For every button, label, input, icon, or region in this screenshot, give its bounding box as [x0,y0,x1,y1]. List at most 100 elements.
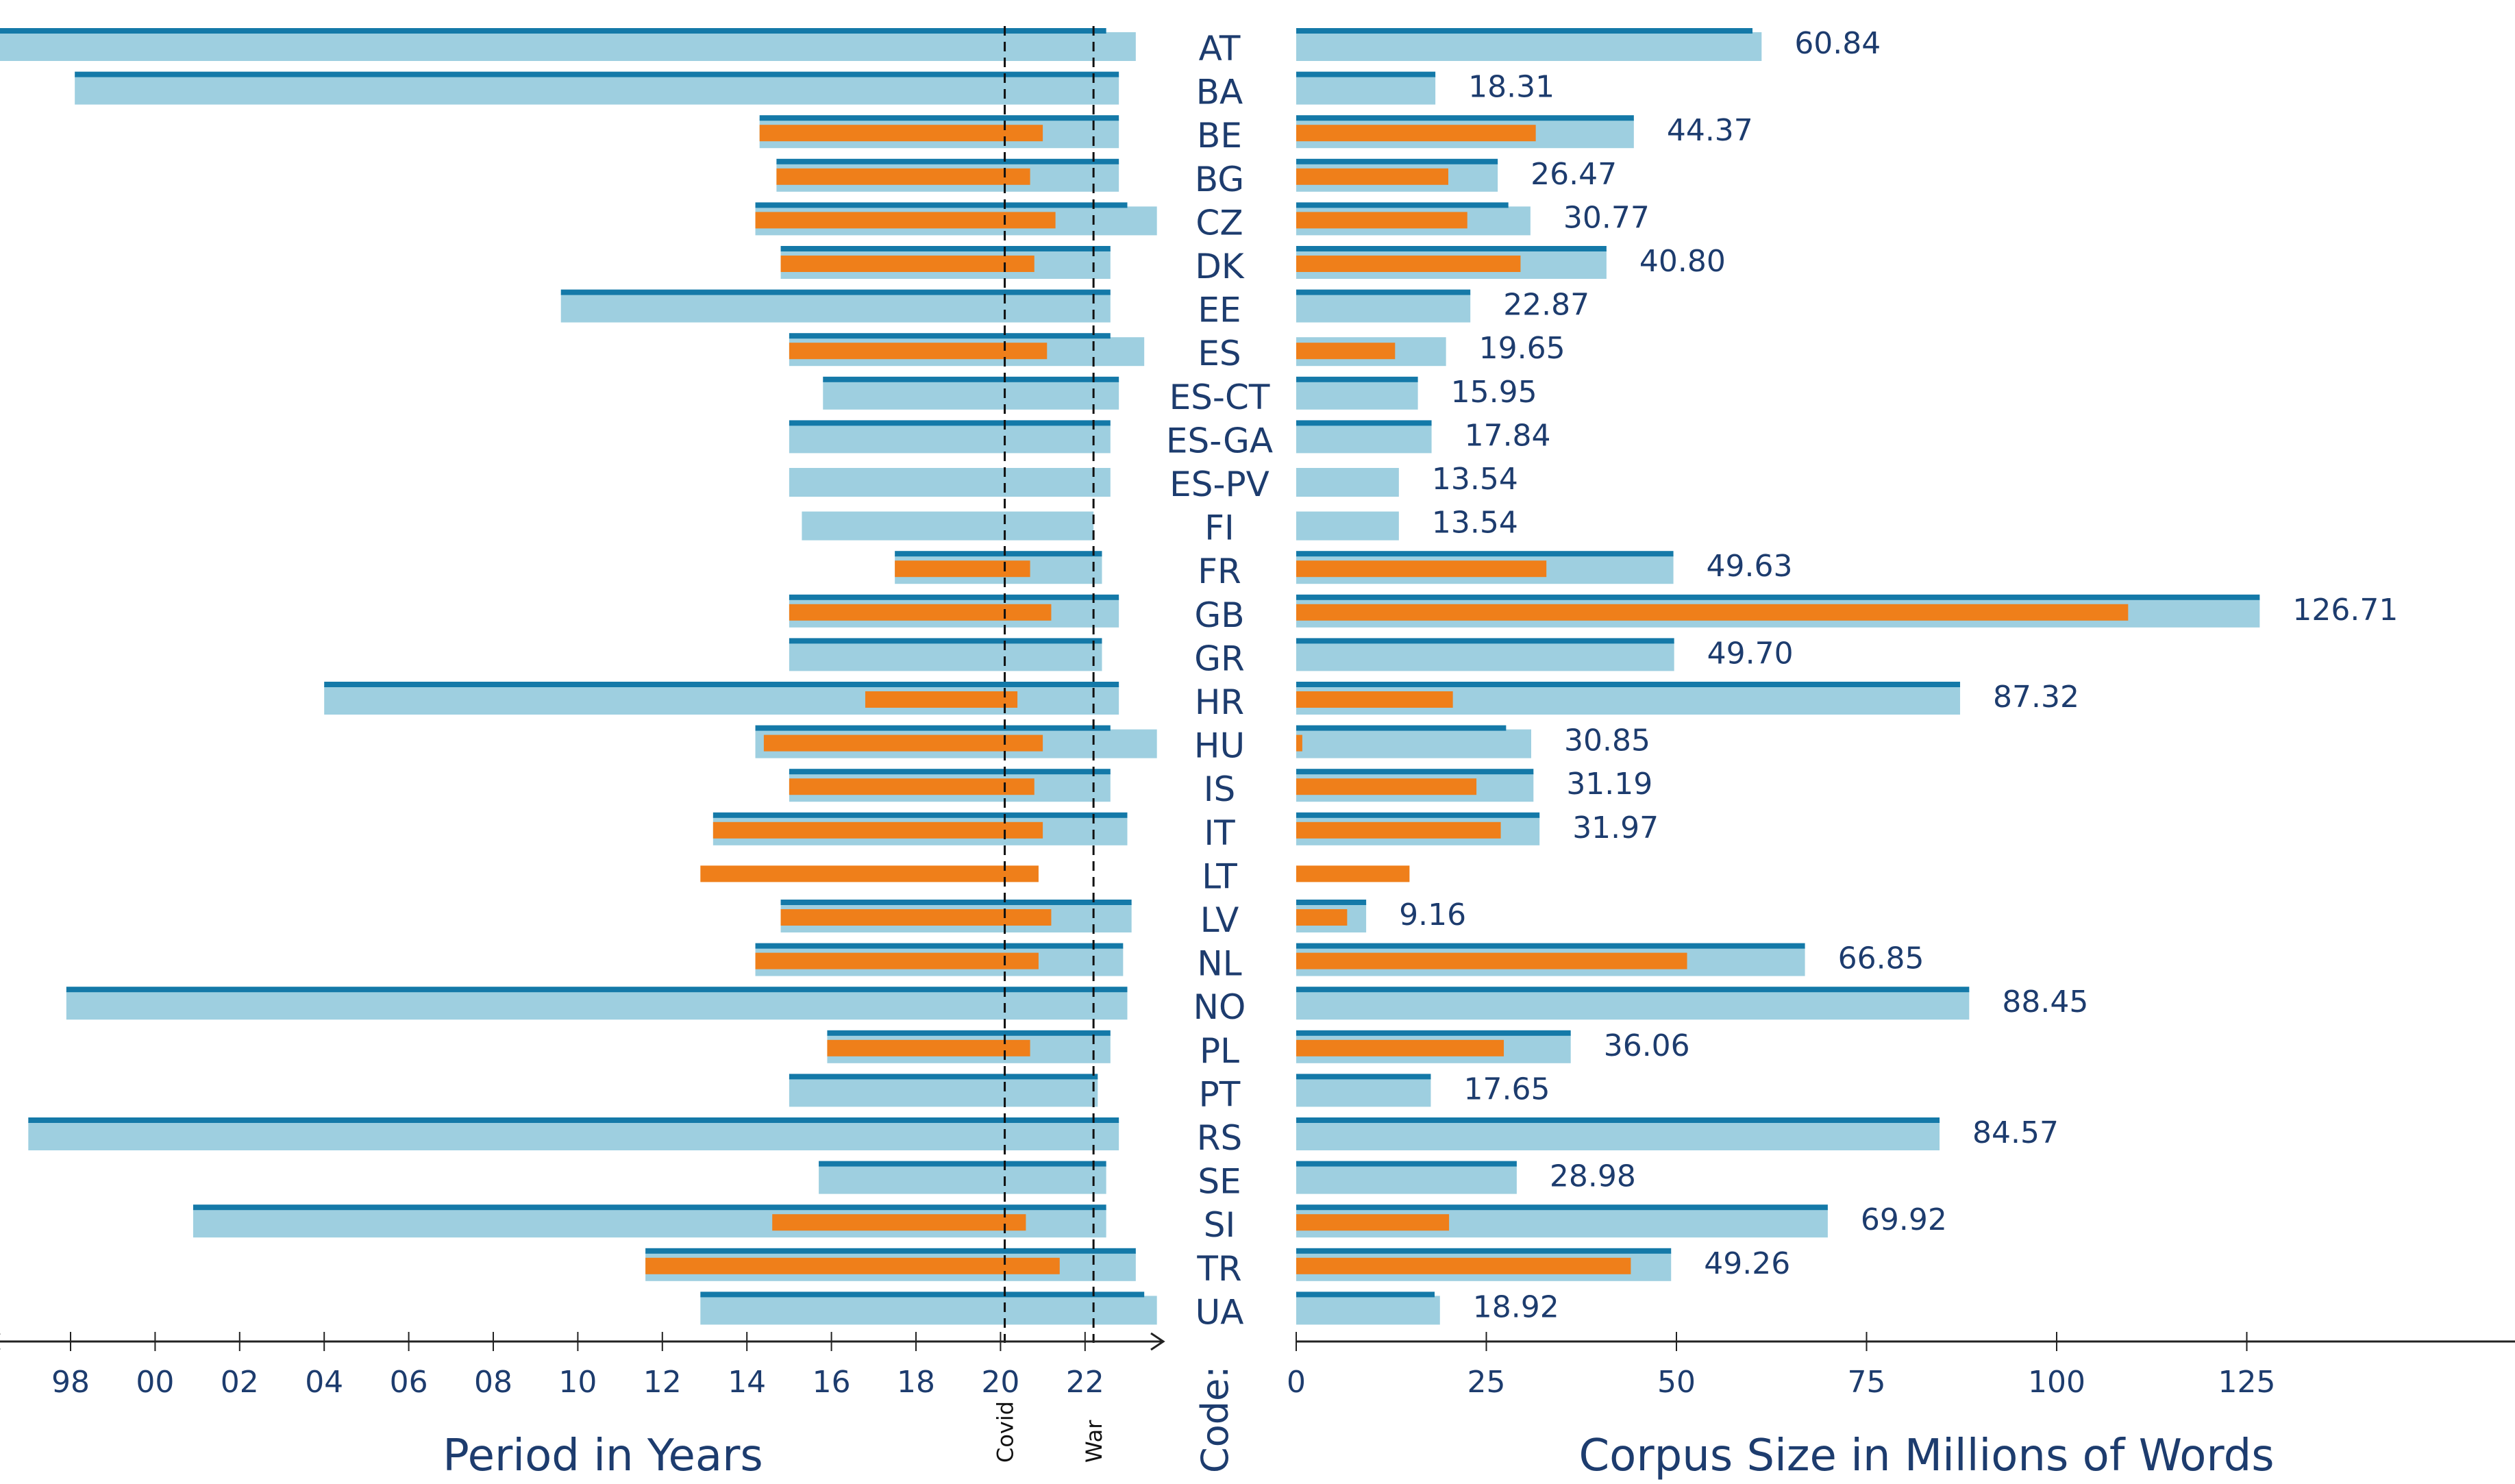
period-bar-light [789,468,1111,497]
corpus-value-label: 31.97 [1572,811,1659,845]
corpus-bar-orange [1296,343,1396,360]
period-bar-dark [895,551,1102,557]
period-axis-tick-label: 20 [981,1365,1019,1400]
period-bar-orange [763,734,1043,752]
period-bar-dark [789,769,1111,775]
period-bar-dark [780,246,1111,251]
corpus-bar-dark [1296,725,1507,731]
corpus-bar-dark [1296,638,1674,644]
corpus-value-label: 18.92 [1473,1289,1559,1324]
period-axis-title: Period in Years [443,1431,763,1481]
corpus-axis-tick-label: 125 [2218,1365,2276,1400]
period-bar-orange [827,1039,1030,1056]
country-code-label: GB [1194,595,1244,635]
period-bar-orange [776,168,1030,185]
period-bar-light [789,424,1111,454]
period-bar-dark [324,682,1119,687]
corpus-value-label: 13.54 [1432,506,1518,541]
corpus-bar-orange [1296,909,1348,926]
country-code-column: AT BA BE BG CZ DK EE ES ES-CT ES-GA ES-PV FI FR GB GR H… [1166,29,1273,1473]
corpus-bar-orange [1296,691,1453,708]
country-code-label: ES [1198,334,1241,373]
country-code-label: BA [1196,73,1243,112]
corpus-bar-dark [1296,246,1607,251]
corpus-bar-orange [1296,560,1547,578]
corpus-bar-dark [1296,28,1752,34]
corpus-bar-dark [1296,1074,1431,1080]
country-code-label: SI [1204,1205,1235,1245]
period-axis-tick-label: 14 [728,1365,766,1400]
country-code-label: ES-PV [1169,465,1269,504]
period-bar-dark [75,71,1119,77]
corpus-value-label: 9.16 [1399,898,1466,932]
corpus-axis-tick-label: 50 [1657,1365,1696,1400]
corpus-bar-dark [1296,289,1471,295]
country-code-label: GR [1194,639,1245,678]
corpus-axis-title: Corpus Size in Millions of Words [1578,1431,2274,1481]
corpus-bar-dark [1296,900,1367,905]
country-code-label: NO [1193,987,1246,1027]
period-bar-dark [755,202,1128,208]
corpus-bar-light [1296,729,1531,758]
country-code-label: BE [1197,116,1242,156]
corpus-bar-orange [1296,1214,1450,1231]
corpus-value-label: 30.85 [1564,724,1650,758]
corpus-value-label: 30.77 [1563,200,1650,235]
corpus-axis-tick-label: 0 [1287,1365,1306,1400]
corpus-bar-dark [1296,1204,1828,1211]
corpus-value-label: 84.57 [1972,1115,2059,1150]
code-column-title: Code: [1193,1366,1237,1473]
corpus-value-label: 66.85 [1838,941,1924,976]
country-code-label: NL [1197,944,1241,984]
period-bar-dark [780,900,1132,905]
period-bar-dark [28,1117,1119,1123]
period-bar-orange [865,691,1018,708]
country-code-label: ES-CT [1169,378,1270,417]
period-bar-dark [819,1161,1106,1167]
corpus-axis-tick-label: 100 [2028,1365,2085,1400]
period-bar-dark [0,28,1106,34]
country-code-label: TR [1196,1249,1241,1289]
country-code-label: LT [1202,856,1237,896]
period-bar-orange [713,821,1043,839]
corpus-bar-dark [1296,769,1534,775]
corpus-bar-light [1296,1296,1440,1325]
country-code-label: HR [1195,682,1244,722]
period-axis-tick-label: 22 [1066,1365,1104,1400]
corpus-bar-light [1296,511,1399,541]
country-code-label: PT [1199,1074,1241,1114]
country-code-label: HU [1194,726,1245,766]
corpus-bar-orange [1296,778,1477,795]
country-code-label: DK [1195,247,1245,286]
corpus-bar-dark [1296,376,1418,382]
country-code-label: FR [1198,552,1241,591]
corpus-bar-light [1296,75,1436,105]
period-axis-tick-label: 08 [474,1365,512,1400]
corpus-bar-orange [1296,734,1302,752]
corpus-value-label: 19.65 [1479,331,1565,366]
corpus-bar-dark [1296,987,1970,993]
corpus-bar-dark [1296,1117,1940,1123]
period-bar-orange [772,1214,1026,1231]
period-bar-orange [789,343,1048,360]
corpus-value-label: 31.19 [1566,767,1652,802]
corpus-value-label: 60.84 [1794,26,1881,61]
period-bar-dark [66,987,1128,993]
corpus-value-label: 49.26 [1704,1246,1790,1281]
period-bar-light [560,293,1111,323]
corpus-bar-orange [1296,952,1687,969]
period-bar-light [28,1122,1119,1150]
reference-label-covid: Covid [993,1401,1019,1463]
period-bar-dark [823,376,1119,382]
period-bar-light [66,991,1128,1020]
period-bar-orange [645,1257,1060,1274]
corpus-bar-orange [1296,125,1536,142]
country-code-label: PL [1200,1031,1239,1071]
corpus-bar-dark [1296,115,1634,121]
period-bar-light [700,1296,1157,1325]
corpus-bar-light [1296,1165,1517,1194]
corpus-value-label: 36.06 [1604,1028,1690,1063]
period-bar-dark [759,115,1119,121]
period-axis-tick-label: 98 [51,1365,90,1400]
